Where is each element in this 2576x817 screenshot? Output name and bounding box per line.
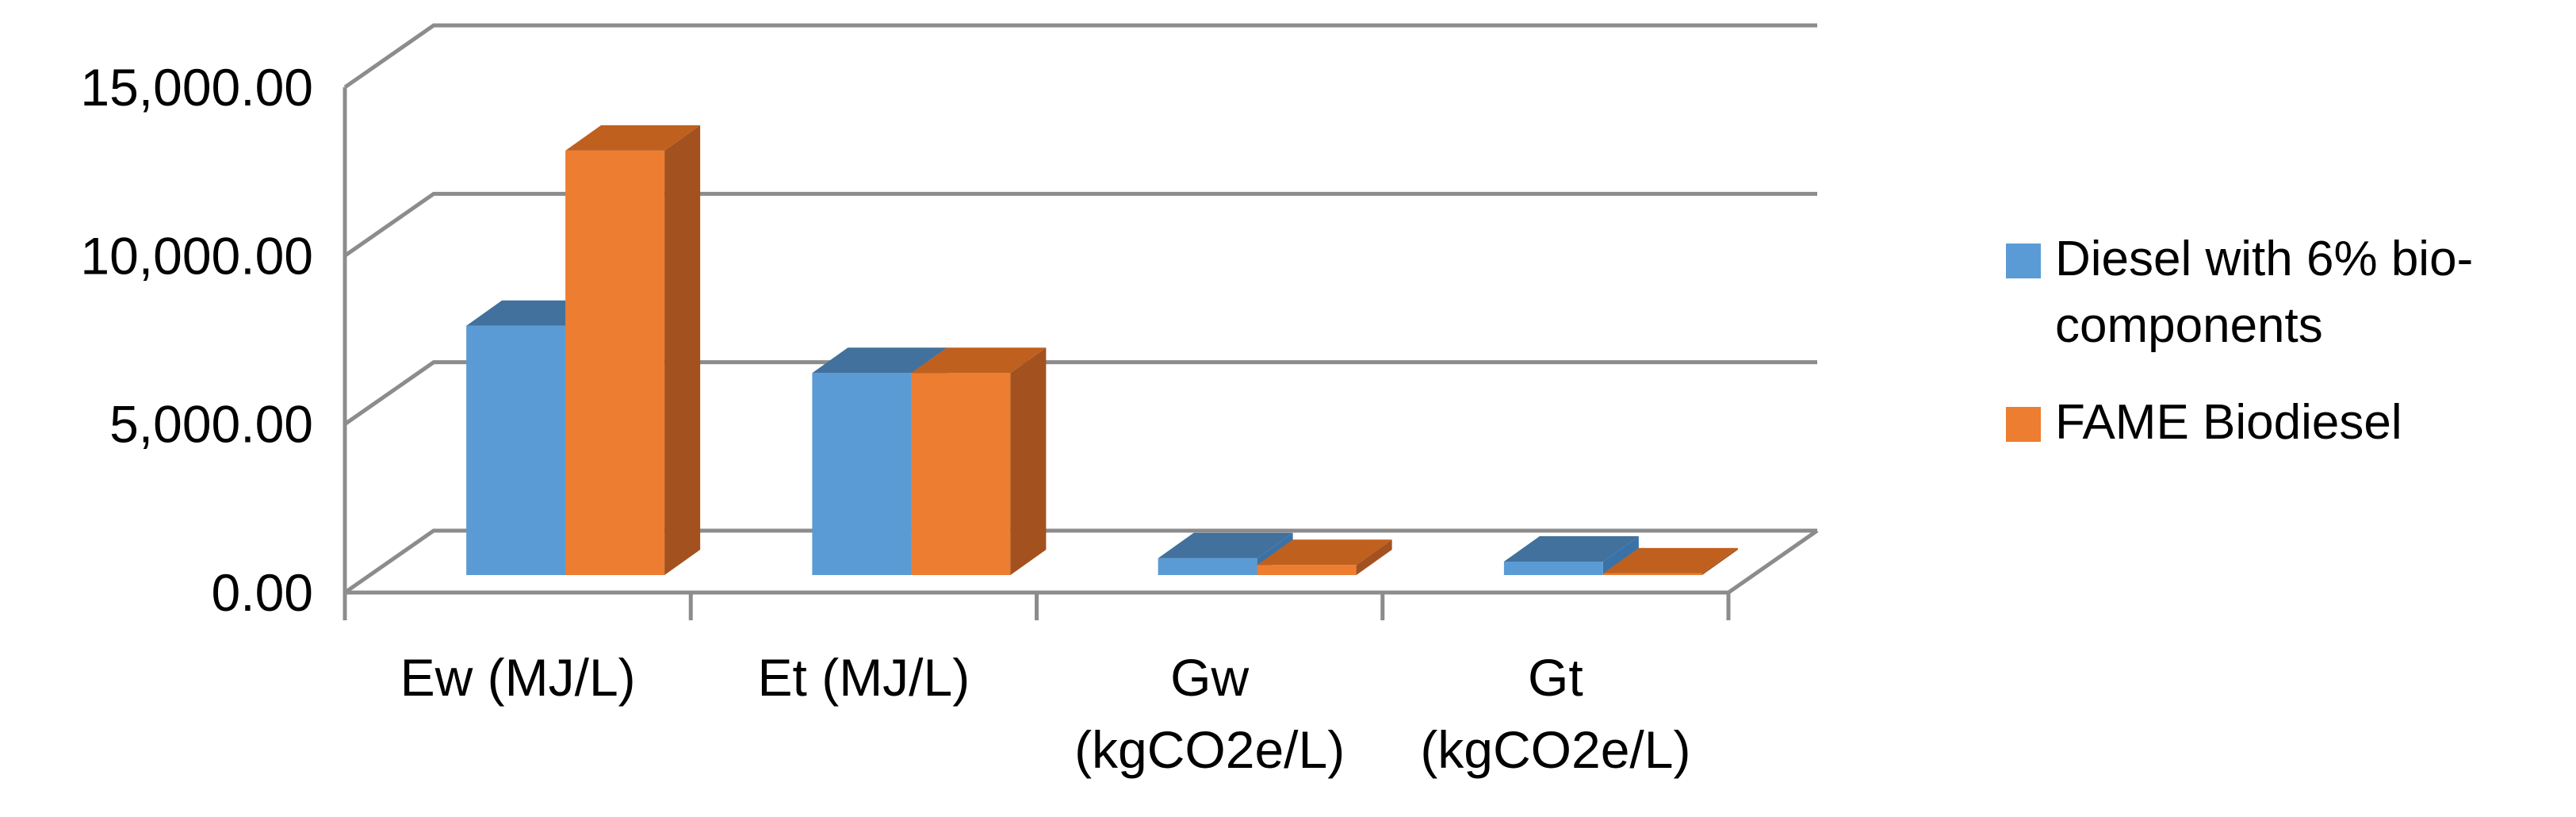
bar-side bbox=[1356, 539, 1392, 575]
bar-side bbox=[1010, 347, 1047, 575]
legend-entry-fame: FAME Biodiesel bbox=[2006, 389, 2561, 456]
bar-side bbox=[1701, 547, 1738, 575]
legend-label-fame: FAME Biodiesel bbox=[2055, 395, 2402, 450]
bar-top bbox=[812, 347, 947, 374]
bar bbox=[565, 125, 701, 576]
bar-front bbox=[1257, 565, 1357, 575]
x-category-label: Et (MJ/L) bbox=[758, 648, 970, 707]
bar bbox=[1602, 547, 1738, 575]
gridlines bbox=[343, 23, 1817, 595]
bar-top bbox=[565, 125, 701, 151]
legend-swatch-fame bbox=[2006, 407, 2041, 442]
bar-top bbox=[911, 347, 1047, 374]
bar-front bbox=[812, 373, 912, 575]
bar-front bbox=[466, 325, 566, 575]
legend-entry-diesel: Diesel with 6% bio-components bbox=[2006, 226, 2561, 359]
legend-label-diesel: Diesel with 6% bio-components bbox=[2055, 232, 2474, 353]
y-tick-label: 5,000.00 bbox=[109, 395, 313, 454]
bar bbox=[1257, 539, 1392, 575]
bar-front bbox=[1503, 562, 1603, 575]
bar-front bbox=[1602, 573, 1702, 575]
bar-top bbox=[1158, 532, 1293, 558]
gridline bbox=[343, 191, 1817, 258]
gridline bbox=[343, 360, 1817, 426]
x-category-label: (kgCO2e/L) bbox=[1420, 720, 1690, 779]
y-tick-label: 10,000.00 bbox=[80, 226, 313, 285]
y-tick-labels: 0.00 5,000.00 10,000.00 15,000.00 bbox=[80, 58, 313, 622]
gridline bbox=[343, 23, 1817, 90]
gridline bbox=[343, 528, 1817, 595]
bar-top bbox=[1503, 536, 1639, 562]
bar-side bbox=[664, 125, 701, 576]
x-category-label: Gt bbox=[1528, 648, 1583, 707]
bar-top bbox=[1602, 547, 1738, 573]
bar bbox=[911, 347, 1047, 575]
y-tick-label: 0.00 bbox=[212, 563, 313, 622]
bars bbox=[466, 125, 1738, 576]
x-category-label: Ew (MJ/L) bbox=[400, 648, 636, 707]
bar-front bbox=[911, 373, 1011, 575]
bar-side bbox=[1602, 536, 1639, 575]
bar-top bbox=[1257, 539, 1392, 566]
bar-front bbox=[565, 150, 665, 576]
legend-swatch-diesel bbox=[2006, 244, 2041, 278]
x-category-label: (kgCO2e/L) bbox=[1074, 720, 1345, 779]
y-tick-label: 15,000.00 bbox=[80, 58, 313, 117]
bar bbox=[1503, 536, 1639, 575]
x-category-label: Gw bbox=[1170, 648, 1249, 707]
bar-front bbox=[1158, 558, 1257, 575]
x-category-labels: Ew (MJ/L) Et (MJ/L) Gw (kgCO2e/L) Gt (kgCO2e/… bbox=[400, 648, 1691, 779]
axes bbox=[343, 87, 1819, 620]
legend: Diesel with 6% bio-components FAME Biodi… bbox=[2006, 226, 2561, 486]
